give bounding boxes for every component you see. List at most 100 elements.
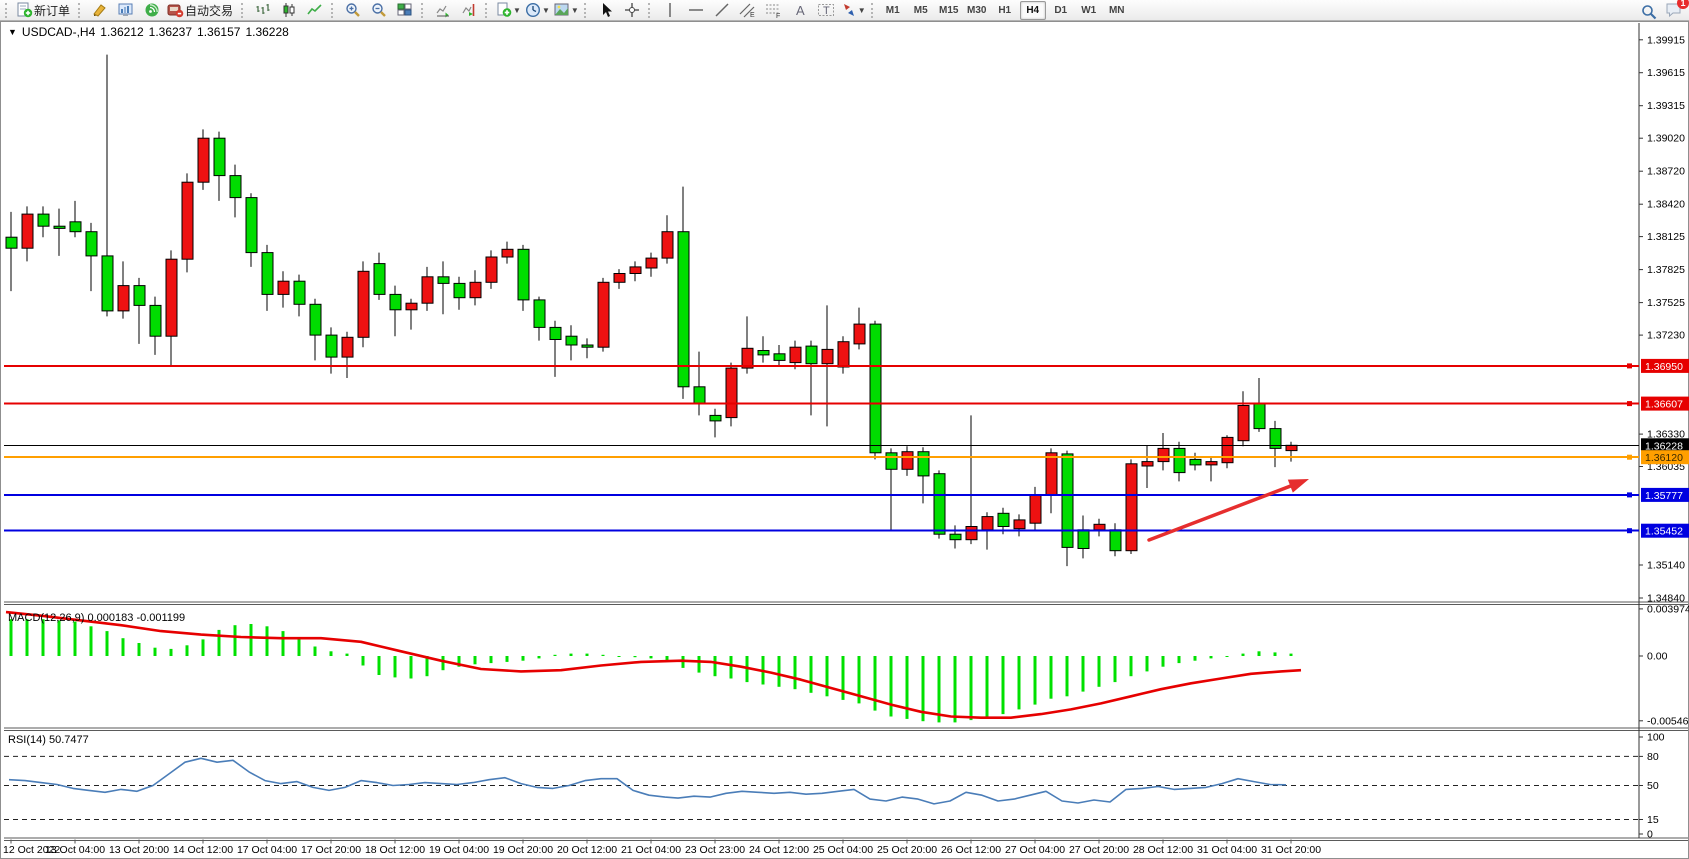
timeframe-d1-button[interactable]: D1 xyxy=(1054,4,1068,16)
macd-axis: 0.003974 0.00 -0.005465 xyxy=(1639,603,1689,727)
community-chat-button[interactable]: 1 xyxy=(1665,0,1689,23)
timeframe-mn-button[interactable]: MN xyxy=(1108,4,1125,16)
candles-layer[interactable] xyxy=(5,54,1298,567)
macd-pane[interactable] xyxy=(5,610,1302,723)
rsi-name: RSI(14) xyxy=(8,734,46,746)
svg-text:12 Oct 2022: 12 Oct 2022 xyxy=(3,844,60,856)
hline-1.35452[interactable]: 1.35452 xyxy=(4,523,1689,538)
svg-text:15: 15 xyxy=(1647,814,1659,826)
timeframe-h1-button[interactable]: H1 xyxy=(998,4,1012,16)
hline-1.36950[interactable]: 1.36950 xyxy=(4,358,1689,373)
hline-1.36607[interactable]: 1.36607 xyxy=(4,396,1689,411)
hline-handle[interactable] xyxy=(1627,492,1632,498)
timeframe-m5-button[interactable]: M5 xyxy=(913,4,928,16)
search-icon[interactable] xyxy=(1641,4,1657,20)
macd-bar xyxy=(777,656,781,687)
hline-handle[interactable] xyxy=(1627,454,1632,460)
hline-handle[interactable] xyxy=(1627,528,1632,534)
timeframe-h4-button[interactable]: H4 xyxy=(1019,0,1046,20)
trendline-button[interactable] xyxy=(709,0,735,21)
hline-handle[interactable] xyxy=(1627,401,1632,407)
macd-bar xyxy=(521,656,525,661)
market-watch-button[interactable] xyxy=(113,0,139,21)
macd-bar xyxy=(617,656,621,657)
toolbar-grip[interactable] xyxy=(485,2,490,18)
zoom-out-button[interactable] xyxy=(366,0,392,21)
macd-signal-line[interactable] xyxy=(5,610,1302,720)
crosshair-button[interactable] xyxy=(619,0,645,21)
macd-bar xyxy=(89,626,93,656)
periods-button[interactable]: ▼ xyxy=(523,0,552,21)
svg-text:19 Oct 20:00: 19 Oct 20:00 xyxy=(493,844,553,856)
pane-splitter[interactable] xyxy=(4,837,1688,841)
bull-candle xyxy=(853,323,866,345)
hline-1.35777[interactable]: 1.35777 xyxy=(4,487,1689,502)
hline-1.36228[interactable]: 1.36228 xyxy=(4,438,1689,453)
pane-splitter[interactable] xyxy=(4,601,1688,605)
rsi-line[interactable] xyxy=(8,757,1287,805)
macd-bar xyxy=(697,656,701,673)
timeframe-m30-button[interactable]: M30 xyxy=(966,4,987,16)
bear-candle xyxy=(69,221,82,233)
toolbar-grip[interactable] xyxy=(331,2,336,18)
horizontal-line-button[interactable] xyxy=(683,0,709,21)
bear-candle xyxy=(453,282,466,299)
fibonacci-button[interactable]: F xyxy=(761,0,787,21)
toolbar-grip[interactable] xyxy=(5,2,10,18)
text-label-button[interactable]: T xyxy=(813,0,839,21)
bear-candle xyxy=(869,323,882,454)
signals-button[interactable] xyxy=(139,0,165,21)
tile-windows-button[interactable] xyxy=(392,0,418,21)
price-axis[interactable]: 1.39915 1.39615 1.39315 1.39020 1.38720 1.384… xyxy=(1639,34,1685,605)
price-chart-canvas[interactable]: 1.39915 1.39615 1.39315 1.39020 1.38720 1.384… xyxy=(1,22,1689,859)
svg-text:1.36330: 1.36330 xyxy=(1647,429,1685,441)
svg-text:1.38720: 1.38720 xyxy=(1647,166,1685,178)
chart-shift-button[interactable] xyxy=(456,0,482,21)
label-letter: T xyxy=(823,5,830,17)
dropdown-caret: ▼ xyxy=(541,5,550,15)
new-order-icon xyxy=(17,2,33,18)
pane-splitter[interactable] xyxy=(4,727,1688,731)
bar-chart-button[interactable] xyxy=(250,0,276,21)
vertical-line-button[interactable] xyxy=(657,0,683,21)
timeframe-m1-button[interactable]: M1 xyxy=(885,4,900,16)
rsi-pane[interactable] xyxy=(4,755,1639,820)
cursor-button[interactable] xyxy=(593,0,619,21)
text-button[interactable]: A xyxy=(787,0,813,21)
hline-handle[interactable] xyxy=(1627,363,1632,369)
indicators-button[interactable]: ▼ xyxy=(494,0,523,21)
toolbar-grip[interactable] xyxy=(241,2,246,18)
zoom-in-button[interactable] xyxy=(340,0,366,21)
hline-1.36120[interactable]: 1.36120 xyxy=(4,450,1689,465)
metaeditor-button[interactable] xyxy=(87,0,113,21)
channel-button[interactable]: E xyxy=(735,0,761,21)
timeframe-w1-button[interactable]: W1 xyxy=(1081,4,1097,16)
bear-candle xyxy=(709,414,722,422)
macd-bar xyxy=(329,651,333,656)
arrows-button[interactable]: ▼ xyxy=(839,0,868,21)
new-order-button[interactable]: 新订单 xyxy=(14,0,75,21)
toolbar-grip[interactable] xyxy=(647,2,653,18)
toolbar-grip[interactable] xyxy=(78,2,83,18)
macd-bar xyxy=(9,619,13,656)
toolbar-grip[interactable] xyxy=(870,2,876,18)
toolbar-grip[interactable] xyxy=(421,2,426,18)
svg-text:24 Oct 12:00: 24 Oct 12:00 xyxy=(749,844,809,856)
macd-bar xyxy=(1145,656,1149,672)
new-order-label: 新订单 xyxy=(34,3,71,18)
toolbar-grip[interactable] xyxy=(583,2,589,18)
trend-arrow[interactable] xyxy=(1147,479,1309,542)
svg-text:17 Oct 04:00: 17 Oct 04:00 xyxy=(237,844,297,856)
chart-window[interactable]: 1.39915 1.39615 1.39315 1.39020 1.38720 1.384… xyxy=(0,21,1689,859)
rsi-value: 50.7477 xyxy=(48,734,89,746)
candlestick-chart-button[interactable] xyxy=(276,0,302,21)
line-chart-button[interactable] xyxy=(302,0,328,21)
auto-scroll-button[interactable] xyxy=(430,0,456,21)
collapse-triangle-icon[interactable]: ▼ xyxy=(8,27,17,37)
bull-candle xyxy=(613,273,626,283)
timeframe-m15-button[interactable]: M15 xyxy=(938,4,959,16)
bull-candle xyxy=(501,248,514,258)
autotrading-button[interactable]: 自动交易 xyxy=(165,0,238,21)
templates-button[interactable]: ▼ xyxy=(552,0,581,21)
